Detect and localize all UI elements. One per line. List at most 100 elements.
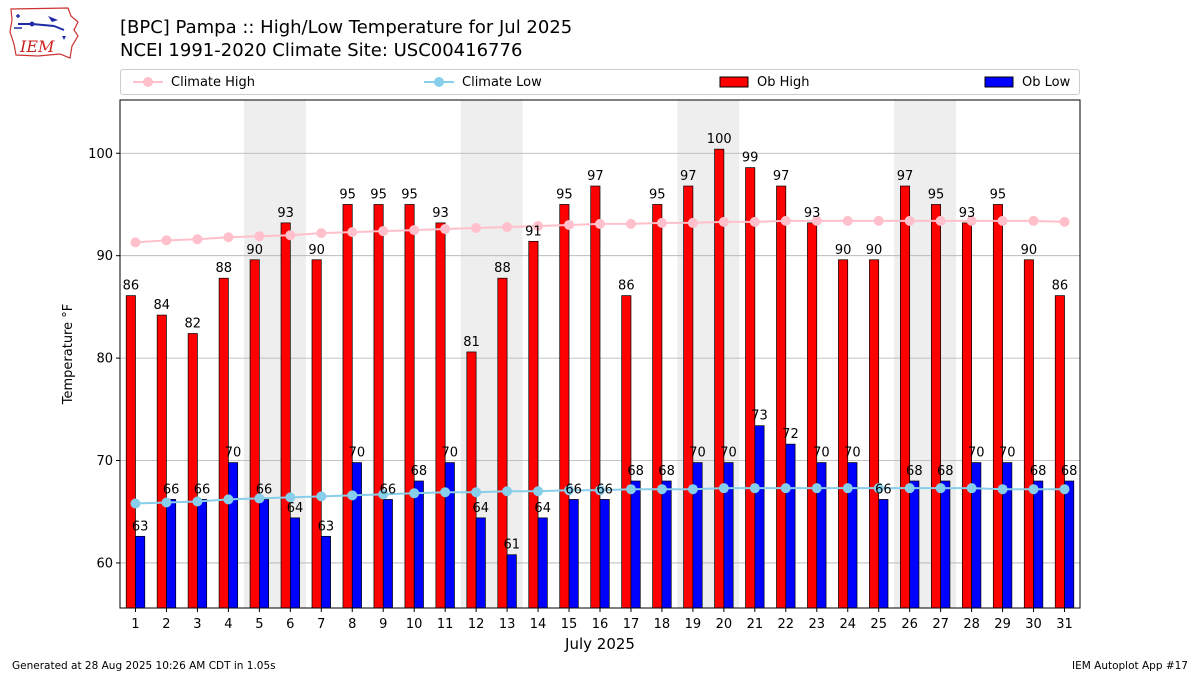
ob-high-bar (342, 204, 353, 609)
climate-high-point (192, 234, 203, 245)
legend-label: Climate Low (462, 74, 542, 90)
climate-low-point (749, 483, 760, 494)
ob-low-label: 68 (1061, 464, 1078, 479)
ob-high-label: 90 (246, 243, 263, 258)
climate-low-point (285, 492, 296, 503)
climate-low-point (656, 484, 667, 495)
climate-high-point (161, 235, 172, 246)
iem-logo: IEM (8, 6, 82, 60)
y-tick-label: 70 (96, 454, 113, 469)
ob-high-label: 97 (680, 169, 697, 184)
ob-high-label: 84 (154, 298, 171, 313)
ob-low-bar (1064, 480, 1075, 609)
ob-low-label: 70 (813, 446, 830, 461)
x-tick-label: 18 (654, 617, 671, 632)
ob-high-label: 95 (556, 187, 573, 202)
climate-high-point (966, 215, 977, 226)
x-tick-label: 28 (963, 617, 980, 632)
ob-high-bar (125, 295, 136, 609)
ob-high-label: 82 (185, 317, 202, 332)
x-tick-label: 2 (162, 617, 170, 632)
ob-low-label: 66 (596, 482, 613, 497)
climate-high-point (780, 215, 791, 226)
ob-low-label: 66 (256, 482, 273, 497)
ob-low-bar (259, 499, 269, 609)
climate-low-point (564, 485, 575, 496)
x-tick-label: 20 (716, 617, 733, 632)
y-tick-label: 100 (88, 147, 113, 162)
x-tick-label: 10 (406, 617, 423, 632)
ob-high-label: 91 (525, 224, 542, 239)
ob-high-bar (497, 277, 508, 609)
ob-high-label: 86 (618, 279, 635, 294)
ob-high-label: 95 (990, 187, 1007, 202)
climate-high-point (625, 218, 636, 229)
ob-high-bar (652, 204, 663, 609)
ob-high-label: 97 (773, 169, 790, 184)
x-tick-label: 16 (592, 617, 609, 632)
ob-low-label: 70 (225, 446, 242, 461)
x-tick-label: 19 (685, 617, 702, 632)
ob-low-label: 63 (132, 519, 149, 534)
x-tick-label: 29 (994, 617, 1011, 632)
footer-app: IEM Autoplot App #17 (1072, 660, 1188, 672)
x-tick-label: 25 (870, 617, 887, 632)
legend-bar-red-icon (719, 76, 749, 88)
climate-high-point (440, 224, 451, 235)
x-tick-label: 8 (348, 617, 356, 632)
ob-high-label: 90 (835, 243, 852, 258)
climate-high-point (718, 216, 729, 227)
ob-high-label: 95 (401, 187, 418, 202)
climate-low-point (1028, 484, 1039, 495)
ob-low-label: 64 (534, 501, 551, 516)
x-tick-label: 17 (623, 617, 640, 632)
y-tick-label: 80 (96, 352, 113, 367)
ob-low-label: 70 (968, 446, 985, 461)
ob-low-label: 66 (565, 482, 582, 497)
x-tick-label: 3 (193, 617, 201, 632)
ob-low-bar (1002, 462, 1013, 609)
ob-low-bar (228, 462, 239, 609)
ob-high-bar (838, 259, 849, 609)
x-tick-label: 31 (1056, 617, 1073, 632)
x-tick-label: 23 (809, 617, 826, 632)
ob-low-bar (661, 480, 672, 609)
ob-high-label: 90 (1021, 243, 1038, 258)
climate-high-point (842, 215, 853, 226)
x-tick-label: 14 (530, 617, 547, 632)
x-tick-label: 27 (932, 617, 949, 632)
climate-high-point (347, 227, 358, 238)
x-tick-label: 26 (901, 617, 918, 632)
ob-high-bar (187, 333, 198, 609)
ob-low-bar (1033, 480, 1044, 609)
climate-high-point (223, 232, 234, 243)
climate-high-point (749, 216, 760, 227)
climate-low-point (1059, 484, 1070, 495)
legend-item-climate-high: Climate High (133, 70, 255, 94)
climate-high-point (904, 215, 915, 226)
x-tick-label: 7 (317, 617, 325, 632)
ob-low-label: 66 (163, 482, 180, 497)
ob-high-label: 95 (339, 187, 356, 202)
ob-high-bar (280, 222, 291, 609)
ob-low-label: 68 (1030, 464, 1047, 479)
climate-low-point (409, 488, 420, 499)
ob-low-bar (785, 443, 796, 609)
ob-low-label: 68 (411, 464, 428, 479)
legend-item-ob-low: Ob Low (984, 70, 1070, 94)
climate-high-point (811, 215, 822, 226)
y-tick-label: 60 (96, 556, 113, 571)
climate-low-point (935, 483, 946, 494)
ob-high-label: 90 (308, 243, 325, 258)
ob-high-label: 95 (370, 187, 387, 202)
legend-bar-blue-icon (984, 76, 1014, 88)
ob-low-bar (382, 499, 393, 609)
climate-low-point (378, 489, 389, 500)
climate-high-point (564, 219, 575, 230)
ob-high-label: 97 (587, 169, 604, 184)
climate-high-point (687, 217, 698, 228)
climate-high-point (316, 228, 327, 239)
ob-low-label: 70 (844, 446, 861, 461)
ob-high-bar (249, 259, 260, 609)
ob-low-bar (630, 480, 641, 609)
